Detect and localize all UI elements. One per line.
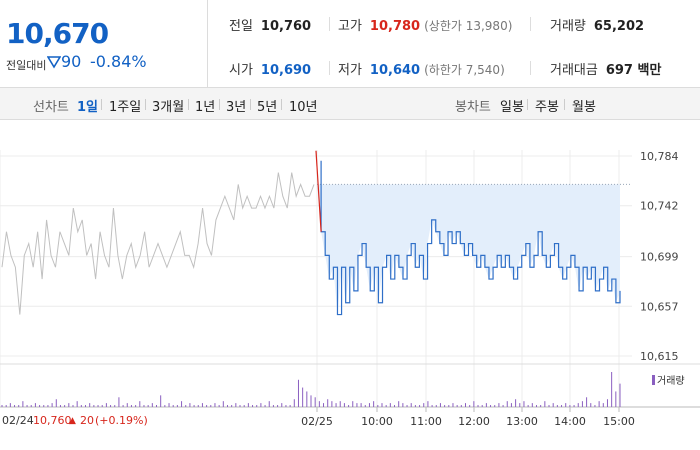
divider [145, 99, 146, 110]
price-chart[interactable]: 10,784 10,742 10,699 10,657 10,615 02/25 10:00… [0, 120, 700, 450]
divider [101, 99, 102, 110]
volume-legend-label: 거래량 [657, 376, 685, 387]
stat-open: 시가 10,690 [229, 59, 311, 78]
tab-candle-monthly[interactable]: 월봉 [572, 100, 596, 115]
y-tick-label: 10,657 [640, 300, 679, 313]
quote-panel: 10,670 전일대비 90 -0.84% 전일 10,760 고가 10,780(… [0, 0, 700, 88]
stat-low: 저가 10,640 (하한가 7,540) [338, 59, 505, 78]
stat-value: 10,690 [260, 63, 312, 78]
divider [527, 99, 528, 110]
stat-value: 65,202 [593, 19, 645, 34]
stat-label: 거래대금 [550, 63, 598, 78]
y-tick-label: 10,699 [640, 251, 679, 264]
tab-period-1w[interactable]: 1주일 [109, 100, 142, 115]
x-tick-label: 10:00 [361, 415, 393, 428]
stat-label: 고가 [338, 19, 362, 34]
tab-period-3y[interactable]: 3년 [226, 100, 247, 115]
stat-value: 697 백만 [605, 63, 662, 78]
current-price-box: 10,670 전일대비 90 -0.84% [0, 0, 208, 88]
divider [329, 61, 330, 75]
stat-label: 거래량 [550, 19, 586, 34]
prev-session-price: 10,760 [33, 414, 72, 427]
x-tick-label: 15:00 [603, 415, 635, 428]
line-chart-label: 선차트 [33, 100, 69, 115]
stat-prev-close: 전일 10,760 [229, 15, 311, 34]
up-triangle-icon: ▲ [69, 416, 76, 426]
divider [219, 99, 220, 110]
x-tick-label: 14:00 [554, 415, 586, 428]
prev-session-change: 20 [80, 414, 94, 427]
stat-label: 전일 [229, 19, 253, 34]
change-amount: 90 [61, 52, 82, 71]
prev-session-rate: (+0.19%) [95, 414, 148, 427]
tab-period-5y[interactable]: 5년 [257, 100, 278, 115]
divider [564, 99, 565, 110]
change-label: 전일대비 [6, 59, 47, 72]
stat-volume: 거래량 65,202 [550, 15, 644, 34]
x-tick-label: 13:00 [506, 415, 538, 428]
candle-chart-label: 봉차트 [455, 100, 491, 115]
y-tick-label: 10,784 [640, 150, 679, 163]
today-session-line [320, 160, 621, 316]
prev-session-date: 02/24 [2, 414, 34, 427]
x-tick-label: 11:00 [410, 415, 442, 428]
divider [188, 99, 189, 110]
stat-label: 시가 [229, 63, 253, 78]
prev-session-line [1, 172, 315, 315]
today-area-fill [317, 184, 620, 315]
x-tick-label: 12:00 [458, 415, 490, 428]
stat-high: 고가 10,780 (상한가 13,980) [338, 15, 512, 34]
tab-candle-daily[interactable]: 일봉 [500, 100, 524, 115]
y-tick-label: 10,742 [640, 200, 679, 213]
tab-period-1y[interactable]: 1년 [195, 100, 216, 115]
volume-swatch [652, 375, 655, 385]
divider [530, 61, 531, 75]
tab-period-1d[interactable]: 1일 [77, 100, 99, 115]
current-price: 10,670 [6, 17, 109, 50]
divider [250, 99, 251, 110]
tab-candle-weekly[interactable]: 주봉 [535, 100, 559, 115]
divider [281, 99, 282, 110]
tab-period-3m[interactable]: 3개월 [152, 100, 185, 115]
divider [530, 17, 531, 31]
y-tick-label: 10,615 [640, 350, 679, 363]
stat-trade-amount: 거래대금 697 백만 [550, 59, 661, 78]
down-triangle-icon [47, 56, 61, 69]
x-tick-label: 02/25 [301, 415, 333, 428]
lower-limit: (하한가 7,540) [424, 63, 505, 77]
upper-limit: (상한가 13,980) [424, 19, 513, 33]
stat-value: 10,780 [369, 19, 421, 34]
stat-value: 10,760 [260, 19, 312, 34]
stat-value: 10,640 [369, 63, 421, 78]
chart-tab-bar: 선차트 1일 1주일 3개월 1년 3년 5년 10년 봉차트 일봉 주봉 월봉 [0, 88, 700, 120]
change-rate: -0.84% [90, 52, 147, 71]
volume-legend: 거래량 [652, 372, 685, 387]
stat-label: 저가 [338, 63, 362, 78]
tab-period-10y[interactable]: 10년 [289, 100, 318, 115]
divider [329, 17, 330, 31]
today-open-tick [315, 150, 322, 232]
